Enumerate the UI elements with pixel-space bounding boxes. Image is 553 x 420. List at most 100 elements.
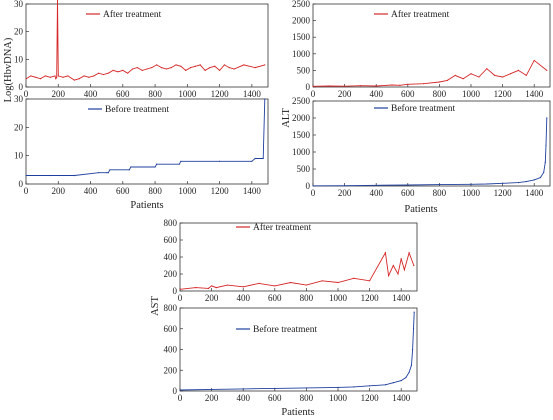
data-point — [413, 264, 415, 267]
data-point — [407, 83, 409, 85]
data-point — [438, 81, 440, 83]
data-point — [199, 64, 201, 66]
y-tick-label: 0 — [173, 386, 178, 396]
data-point — [136, 67, 138, 69]
data-point — [411, 348, 414, 351]
y-tick-label: 10 — [14, 151, 24, 161]
plot-frame — [179, 307, 418, 392]
x-tick-label: 1200 — [361, 393, 380, 403]
x-tick-label: 1000 — [329, 293, 348, 303]
data-point — [194, 65, 196, 67]
x-tick-label: 400 — [369, 89, 383, 99]
data-point — [470, 183, 472, 185]
data-point — [502, 182, 504, 184]
x-tick-label: 0 — [311, 89, 316, 99]
x-tick-label: 0 — [178, 293, 183, 303]
data-point — [410, 364, 413, 366]
data-point — [170, 67, 172, 69]
data-point — [160, 67, 163, 69]
data-point — [44, 75, 46, 77]
x-tick-label: 0 — [24, 186, 29, 196]
data-point — [117, 71, 119, 73]
left-ylabel: Log(HbvDNA) — [3, 37, 14, 102]
data-point — [49, 76, 51, 78]
data-point — [180, 160, 182, 162]
data-point — [62, 76, 64, 78]
data-point — [494, 74, 496, 76]
data-point — [262, 157, 264, 160]
y-tick-label: 2500 — [292, 96, 311, 106]
data-point — [179, 389, 181, 391]
series-line-right-bottom — [313, 117, 548, 187]
data-point — [517, 182, 520, 184]
y-tick-label: 1500 — [292, 32, 311, 42]
legend-label: Before treatment — [391, 103, 455, 114]
data-point — [204, 69, 206, 71]
x-tick-label: 1400 — [525, 188, 544, 198]
data-point — [189, 67, 192, 69]
data-point — [392, 382, 394, 384]
data-point — [211, 388, 213, 391]
bottom-xlabel: Patients — [281, 407, 314, 418]
data-point — [209, 67, 211, 69]
data-point — [407, 184, 409, 186]
data-point — [353, 386, 355, 388]
data-point — [397, 273, 399, 275]
x-tick-label: 200 — [205, 293, 219, 303]
x-tick-label: 400 — [84, 186, 98, 196]
data-point — [486, 68, 488, 70]
data-point — [546, 69, 548, 71]
y-tick-label: 10 — [14, 54, 24, 64]
data-point — [305, 387, 307, 389]
data-point — [344, 185, 346, 187]
y-tick-label: 1000 — [292, 147, 311, 157]
data-point — [55, 78, 57, 80]
x-tick-label: 200 — [205, 393, 219, 403]
data-point — [195, 287, 197, 289]
data-point — [54, 75, 56, 77]
plot-frame — [312, 3, 551, 88]
legend-label: Before treatment — [253, 324, 317, 335]
y-tick-label: 600 — [164, 324, 178, 334]
data-point — [337, 386, 339, 388]
data-point — [387, 275, 390, 277]
y-tick-label: 400 — [164, 345, 178, 355]
data-point — [533, 179, 535, 181]
data-point — [413, 311, 415, 313]
data-point — [242, 388, 244, 390]
x-tick-label: 1000 — [178, 186, 197, 196]
data-point — [215, 287, 217, 289]
panel-bottom-bottom: 0 200 400 600 800 1000 1200 1400 0 200 400 600 800 Be… — [164, 303, 418, 403]
y-tick-label: 0 — [173, 286, 178, 296]
series-line-left-top — [25, 0, 265, 81]
y-tick-label: 2000 — [292, 16, 311, 26]
plot-frame — [25, 98, 269, 185]
data-point — [423, 83, 425, 85]
data-point — [400, 258, 402, 260]
y-tick-label: 800 — [164, 218, 178, 228]
x-tick-label: 800 — [300, 393, 314, 403]
data-point — [274, 387, 276, 390]
data-point — [112, 69, 114, 71]
series-line-bottom-top — [180, 251, 415, 290]
data-point — [98, 172, 100, 174]
legend-label: After treatment — [103, 9, 162, 20]
data-point — [219, 69, 221, 71]
x-tick-label: 800 — [433, 89, 447, 99]
panel-left-top: 0 200 400 600 800 1000 1200 1400 0 10 20 30 After tr… — [14, 0, 269, 99]
x-tick-label: 400 — [236, 393, 250, 403]
data-point — [525, 74, 527, 76]
y-tick-label: 0 — [306, 181, 311, 191]
data-point — [344, 85, 346, 87]
data-point — [25, 78, 27, 80]
data-point — [462, 78, 464, 80]
y-tick-label: 0 — [19, 179, 24, 189]
y-tick-label: 20 — [14, 122, 24, 132]
y-tick-label: 30 — [14, 0, 24, 9]
data-point — [533, 59, 535, 62]
x-tick-label: 0 — [311, 188, 316, 198]
series-line-right-top — [313, 59, 548, 87]
data-point — [369, 280, 371, 282]
x-tick-label: 1400 — [525, 89, 544, 99]
data-point — [226, 284, 228, 286]
